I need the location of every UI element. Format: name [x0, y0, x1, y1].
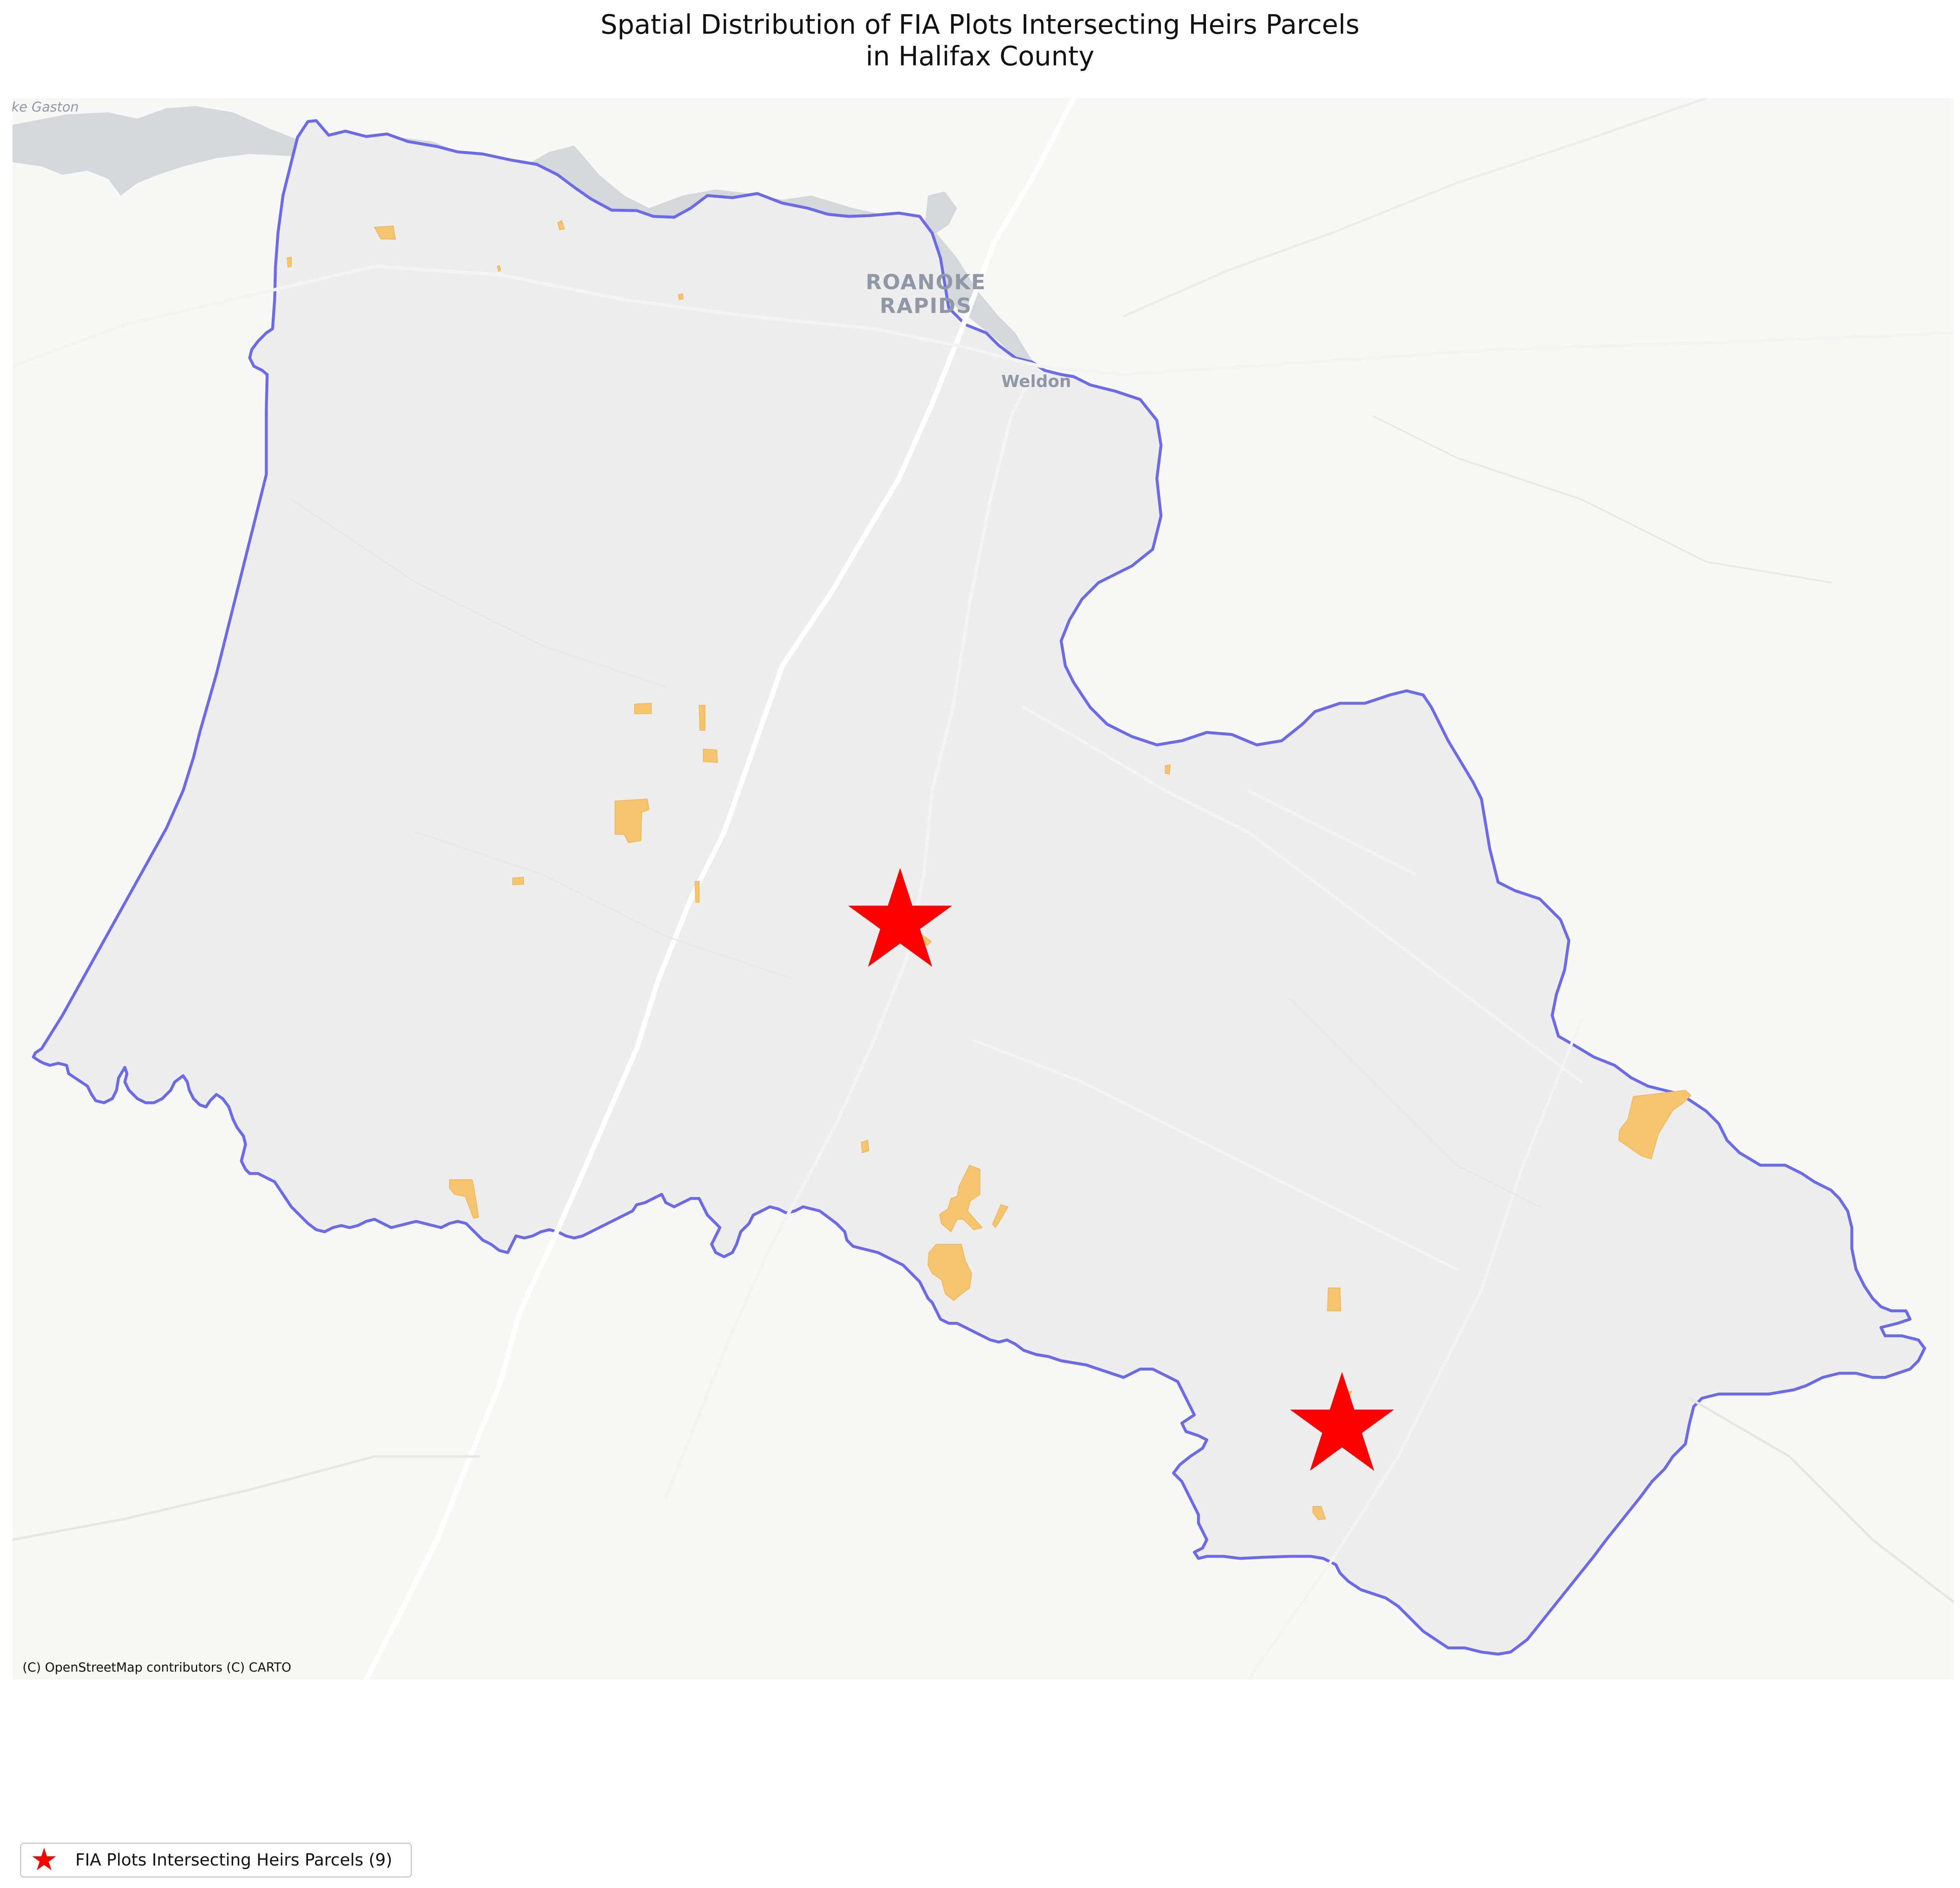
highway-158	[12, 264, 1954, 377]
interstate-95	[364, 98, 1076, 1680]
heirs-parcel	[861, 1139, 870, 1154]
heirs-parcel	[939, 1164, 983, 1233]
roanoke-river-water	[924, 191, 1036, 372]
heirs-parcel	[677, 293, 684, 300]
red-star-icon	[30, 1846, 58, 1874]
heirs-parcel	[512, 876, 524, 886]
title-line-1: Spatial Distribution of FIA Plots Inters…	[600, 10, 1360, 40]
heirs-parcel	[634, 702, 652, 714]
highway-northeast	[1122, 98, 1707, 318]
local-road-1	[290, 499, 667, 687]
roads	[12, 98, 1954, 1680]
road-west-lower	[12, 1455, 480, 1541]
fia-plots[interactable]	[848, 868, 1394, 1471]
road-east-lower	[1688, 1397, 1954, 1603]
heirs-parcels	[286, 220, 1692, 1521]
halifax-county-boundary[interactable]	[32, 119, 1926, 1656]
local-road-2	[415, 831, 791, 979]
heirs-parcel	[1618, 1089, 1692, 1160]
highway-97	[1247, 789, 1416, 875]
heirs-parcel	[557, 220, 565, 231]
heirs-parcel	[703, 748, 718, 763]
highway-258	[1247, 1018, 1583, 1680]
lake-gaston-water	[12, 106, 895, 235]
highway-125	[972, 1039, 1458, 1271]
map-legend: FIA Plots Intersecting Heirs Parcels (9)	[20, 1843, 412, 1878]
fia-plot-star[interactable]	[848, 868, 952, 967]
map-title: Spatial Distribution of FIA Plots Inters…	[0, 9, 1960, 72]
heirs-parcel	[927, 1244, 973, 1301]
heirs-parcel	[1312, 1506, 1326, 1521]
highway-301	[664, 373, 1034, 1500]
map-attribution: (C) OpenStreetMap contributors (C) CARTO	[22, 1660, 291, 1675]
heirs-parcel	[496, 265, 501, 272]
title-line-2: in Halifax County	[866, 41, 1094, 72]
place-label-roanoke: ROANOKE	[866, 270, 986, 294]
heirs-parcel	[374, 225, 396, 240]
heirs-parcel	[694, 881, 700, 903]
highway-561	[1022, 706, 1583, 1084]
heirs-parcel	[615, 798, 650, 844]
heirs-parcel	[286, 256, 292, 268]
fia-plot-star[interactable]	[1290, 1372, 1394, 1471]
place-label-weldon: Weldon	[1001, 372, 1071, 391]
heirs-parcel	[449, 1179, 479, 1219]
place-label-lake-gaston: Lake Gaston	[0, 99, 79, 115]
heirs-parcel	[992, 1204, 1009, 1228]
heirs-parcel	[1327, 1288, 1342, 1311]
heirs-parcel	[1165, 764, 1171, 775]
local-road-4	[1289, 998, 1541, 1208]
local-road-3	[1372, 415, 1832, 583]
heirs-parcel	[698, 705, 705, 731]
place-label-rapids: RAPIDS	[880, 294, 972, 318]
legend-label: FIA Plots Intersecting Heirs Parcels (9)	[75, 1851, 392, 1870]
